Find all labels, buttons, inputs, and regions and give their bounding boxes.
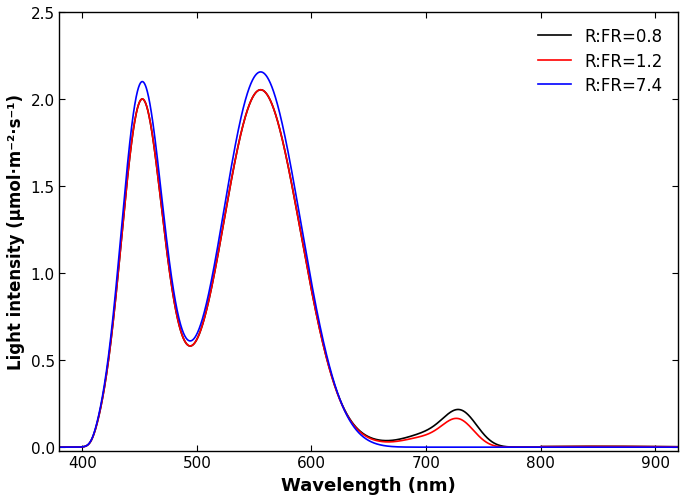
- R:FR=7.4: [126, 138, 134, 144]
- R:FR=0.8: [126, 153, 134, 159]
- R:FR=0.8: [292, 209, 301, 215]
- R:FR=0.8: [320, 344, 328, 350]
- R:FR=1.2: [162, 248, 171, 254]
- R:FR=1.2: [320, 344, 328, 350]
- R:FR=7.4: [595, 444, 603, 450]
- R:FR=7.4: [662, 444, 670, 450]
- R:FR=7.4: [55, 444, 64, 450]
- R:FR=0.8: [162, 248, 171, 254]
- R:FR=1.2: [674, 444, 682, 450]
- R:FR=0.8: [256, 88, 264, 94]
- Line: R:FR=1.2: R:FR=1.2: [60, 91, 678, 447]
- R:FR=0.8: [674, 444, 682, 450]
- R:FR=1.2: [595, 443, 603, 449]
- R:FR=0.8: [55, 444, 64, 450]
- X-axis label: Wavelength (nm): Wavelength (nm): [282, 476, 456, 494]
- R:FR=7.4: [674, 444, 682, 450]
- R:FR=7.4: [162, 238, 171, 244]
- Y-axis label: Light intensity (μmol·m⁻²·s⁻¹): Light intensity (μmol·m⁻²·s⁻¹): [7, 94, 25, 370]
- R:FR=7.4: [320, 340, 328, 346]
- R:FR=1.2: [536, 444, 545, 450]
- Legend: R:FR=0.8, R:FR=1.2, R:FR=7.4: R:FR=0.8, R:FR=1.2, R:FR=7.4: [532, 21, 670, 102]
- R:FR=0.8: [595, 443, 603, 449]
- R:FR=7.4: [292, 198, 301, 204]
- R:FR=1.2: [662, 444, 671, 450]
- R:FR=7.4: [256, 70, 264, 76]
- R:FR=0.8: [662, 444, 670, 450]
- R:FR=1.2: [55, 444, 64, 450]
- R:FR=1.2: [292, 209, 301, 215]
- R:FR=1.2: [256, 88, 264, 94]
- Line: R:FR=0.8: R:FR=0.8: [60, 91, 678, 447]
- Line: R:FR=7.4: R:FR=7.4: [60, 73, 678, 447]
- R:FR=1.2: [126, 153, 134, 159]
